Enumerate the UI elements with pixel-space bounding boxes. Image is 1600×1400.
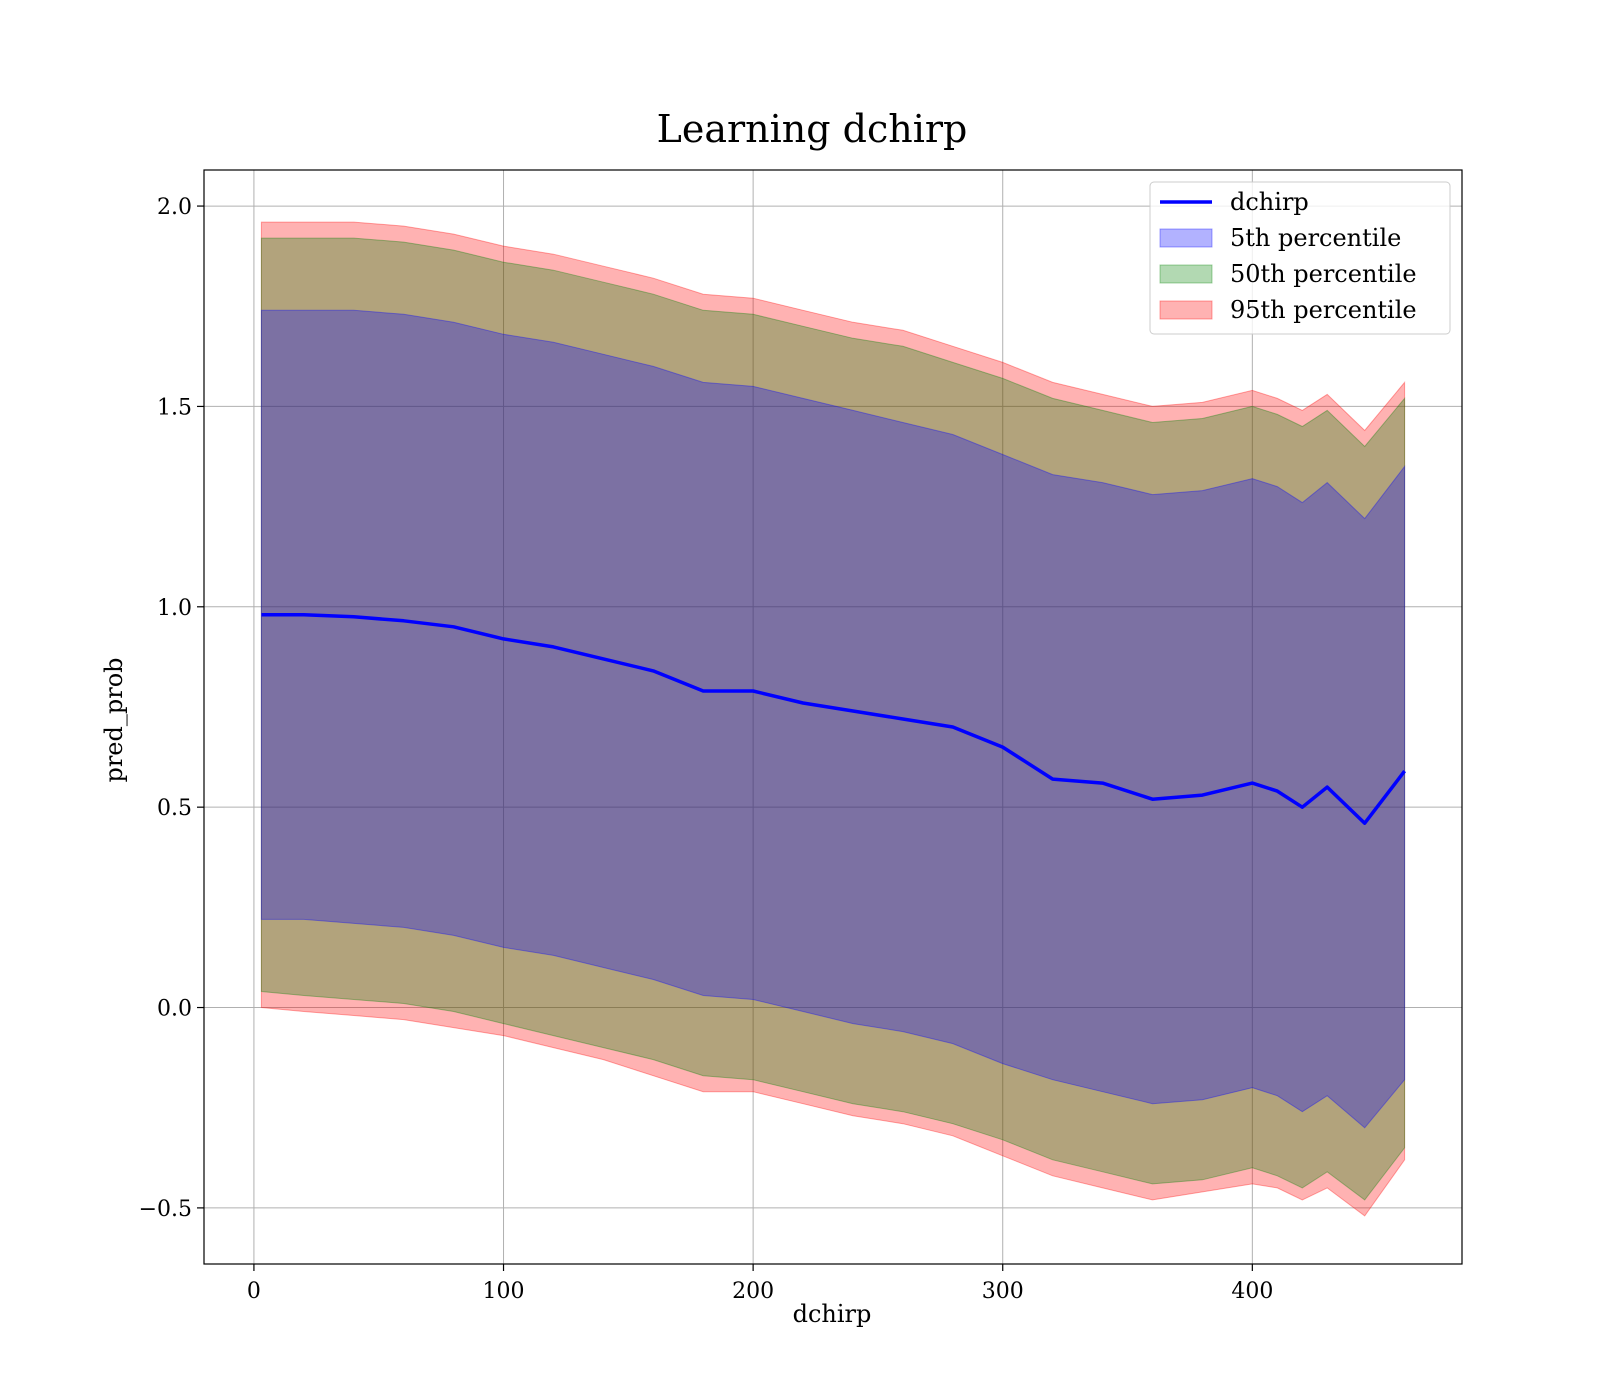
x-tick-label: 300 [982, 1279, 1024, 1304]
y-tick-label: 2.0 [157, 195, 192, 220]
y-tick-label: 1.5 [157, 395, 192, 420]
band-50th-percentile [260, 237, 1406, 1201]
legend-label: 50th percentile [1230, 260, 1417, 288]
legend: dchirp 5th percentile 50th percentile 95th … [1149, 181, 1451, 335]
legend-swatch [1159, 228, 1213, 248]
legend-label: 95th percentile [1230, 296, 1417, 324]
legend-swatch [1159, 264, 1213, 284]
y-tick-label: −0.5 [139, 1197, 192, 1222]
legend-label: 5th percentile [1230, 224, 1401, 252]
plot-frame [203, 169, 1463, 1265]
band-95th-percentile [260, 221, 1406, 1217]
x-tick-label: 200 [732, 1279, 774, 1304]
x-tick-label: 100 [483, 1279, 525, 1304]
axis-ticks: 0 100 200 300 400 −0.5 0.0 0.5 1.0 1.5 2.0 [139, 195, 1274, 1304]
y-tick-label: 0.0 [157, 997, 192, 1022]
y-tick-label: 0.5 [157, 796, 192, 821]
y-axis-label: pred_prob [100, 657, 128, 782]
x-axis-label: dchirp [793, 1300, 872, 1328]
plot-area [204, 170, 1462, 1264]
chart-title: Learning dchirp [657, 107, 968, 151]
series-line-dchirp [261, 613, 1406, 825]
x-tick-label: 0 [247, 1279, 261, 1304]
legend-swatch [1159, 300, 1213, 320]
legend-label: dchirp [1230, 188, 1309, 216]
y-tick-label: 1.0 [157, 596, 192, 621]
x-tick-label: 400 [1231, 1279, 1273, 1304]
legend-box [1149, 181, 1451, 335]
band-5th-percentile [260, 309, 1406, 1129]
